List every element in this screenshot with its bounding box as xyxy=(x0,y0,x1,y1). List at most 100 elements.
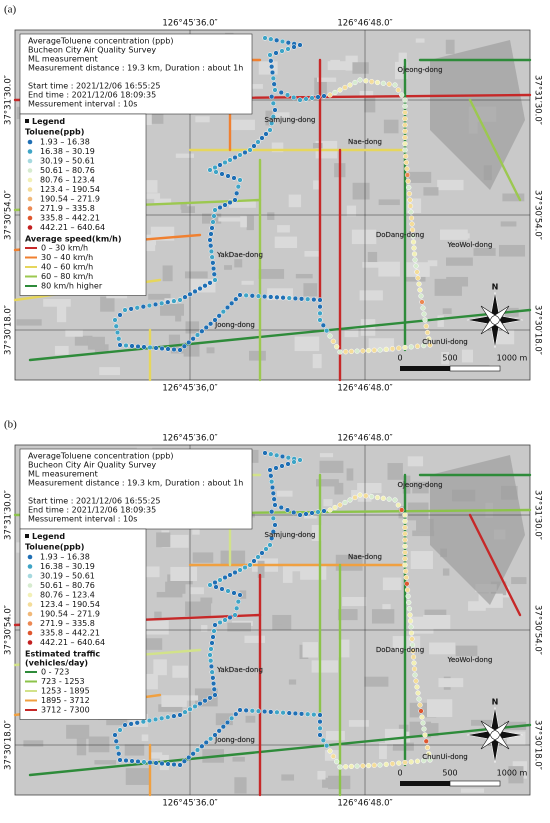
route-point xyxy=(327,507,333,513)
route-point xyxy=(229,715,235,721)
route-point xyxy=(284,92,291,98)
route-point xyxy=(396,760,402,766)
route-point xyxy=(267,127,273,133)
scale-bar xyxy=(400,781,450,786)
route-point xyxy=(152,716,159,723)
route-point xyxy=(402,141,408,147)
route-point xyxy=(402,153,409,159)
building-block xyxy=(148,293,171,300)
route-point xyxy=(292,295,299,302)
route-point xyxy=(177,347,183,353)
building-block xyxy=(442,568,450,576)
route-point xyxy=(181,343,188,349)
route-point xyxy=(146,302,153,309)
legend-box xyxy=(19,113,147,296)
route-point xyxy=(352,494,358,501)
coord-bottom: 126°45′36.0″ xyxy=(162,799,217,809)
building-block xyxy=(267,212,275,220)
building-block xyxy=(302,642,318,658)
info-line: End time : 2021/12/06 18:09:35 xyxy=(28,91,156,100)
route-point xyxy=(159,715,165,721)
route-point xyxy=(159,300,165,306)
legend-item: 3712 - 7300 xyxy=(41,706,90,715)
route-point xyxy=(405,178,411,184)
building-block xyxy=(185,601,212,617)
route-point xyxy=(268,451,274,457)
route-point xyxy=(159,760,165,767)
building-block xyxy=(511,577,527,585)
route-point xyxy=(112,317,118,323)
route-point xyxy=(422,317,428,323)
legend-subtitle: Estimated traffic xyxy=(25,650,100,659)
route-point xyxy=(380,80,386,86)
legend-swatch xyxy=(27,611,33,617)
route-point xyxy=(186,754,192,761)
route-point xyxy=(357,77,363,83)
route-point xyxy=(292,710,299,717)
route-point xyxy=(270,75,276,81)
route-point xyxy=(414,269,420,275)
route-point xyxy=(212,164,218,171)
route-point xyxy=(411,245,417,251)
route-point xyxy=(171,713,177,719)
building-block xyxy=(228,199,256,208)
route-point xyxy=(134,720,140,726)
building-block xyxy=(344,327,359,338)
route-point xyxy=(249,708,255,714)
route-point xyxy=(237,177,243,183)
route-point xyxy=(409,636,415,642)
info-line: Messurement interval : 10s xyxy=(28,100,137,109)
legend-item: 271.9 – 335.8 xyxy=(40,619,95,628)
route-point xyxy=(343,764,349,770)
route-point xyxy=(199,743,205,749)
building-block xyxy=(364,676,389,687)
route-point xyxy=(237,707,243,713)
route-point xyxy=(208,248,215,255)
building-block xyxy=(88,736,110,753)
route-point xyxy=(278,89,284,96)
route-point xyxy=(420,305,426,311)
building-block xyxy=(406,171,432,183)
route-point xyxy=(352,79,358,86)
coord-right: 37°30′18.0″ xyxy=(533,720,543,770)
route-point xyxy=(377,347,383,353)
building-block xyxy=(312,142,323,149)
building-block xyxy=(294,336,320,352)
route-point xyxy=(342,499,348,506)
route-point xyxy=(371,762,377,768)
building-block xyxy=(367,251,378,266)
route-point xyxy=(261,708,268,715)
building-block xyxy=(335,554,363,571)
route-point xyxy=(222,202,228,208)
place-label: Nae-dong xyxy=(348,138,382,146)
route-point xyxy=(402,524,408,531)
route-point xyxy=(303,96,309,102)
route-point xyxy=(117,727,123,733)
route-point xyxy=(165,299,171,305)
route-point xyxy=(134,305,140,311)
building-block xyxy=(183,342,200,357)
route-point xyxy=(309,510,315,516)
route-point xyxy=(402,531,408,537)
building-block xyxy=(258,269,285,279)
legend-item: 1.93 – 16.38 xyxy=(40,553,90,562)
route-point xyxy=(297,42,303,48)
route-point xyxy=(399,507,405,513)
building-block xyxy=(323,499,333,507)
route-point xyxy=(147,344,153,351)
route-point xyxy=(237,592,243,598)
building-block xyxy=(502,193,525,202)
route-point xyxy=(419,714,425,720)
info-line: Bucheon City Air Quality Survey xyxy=(28,46,156,55)
legend-swatch xyxy=(27,554,33,560)
building-block xyxy=(141,734,149,742)
legend-title: Legend xyxy=(32,532,65,541)
building-block xyxy=(313,180,320,190)
route-point xyxy=(421,311,427,317)
route-point xyxy=(279,48,285,54)
building-block xyxy=(406,637,417,648)
route-point xyxy=(417,702,423,708)
scale-bar xyxy=(400,366,450,371)
scale-label: 1000 m xyxy=(497,354,528,363)
building-block xyxy=(445,257,473,266)
